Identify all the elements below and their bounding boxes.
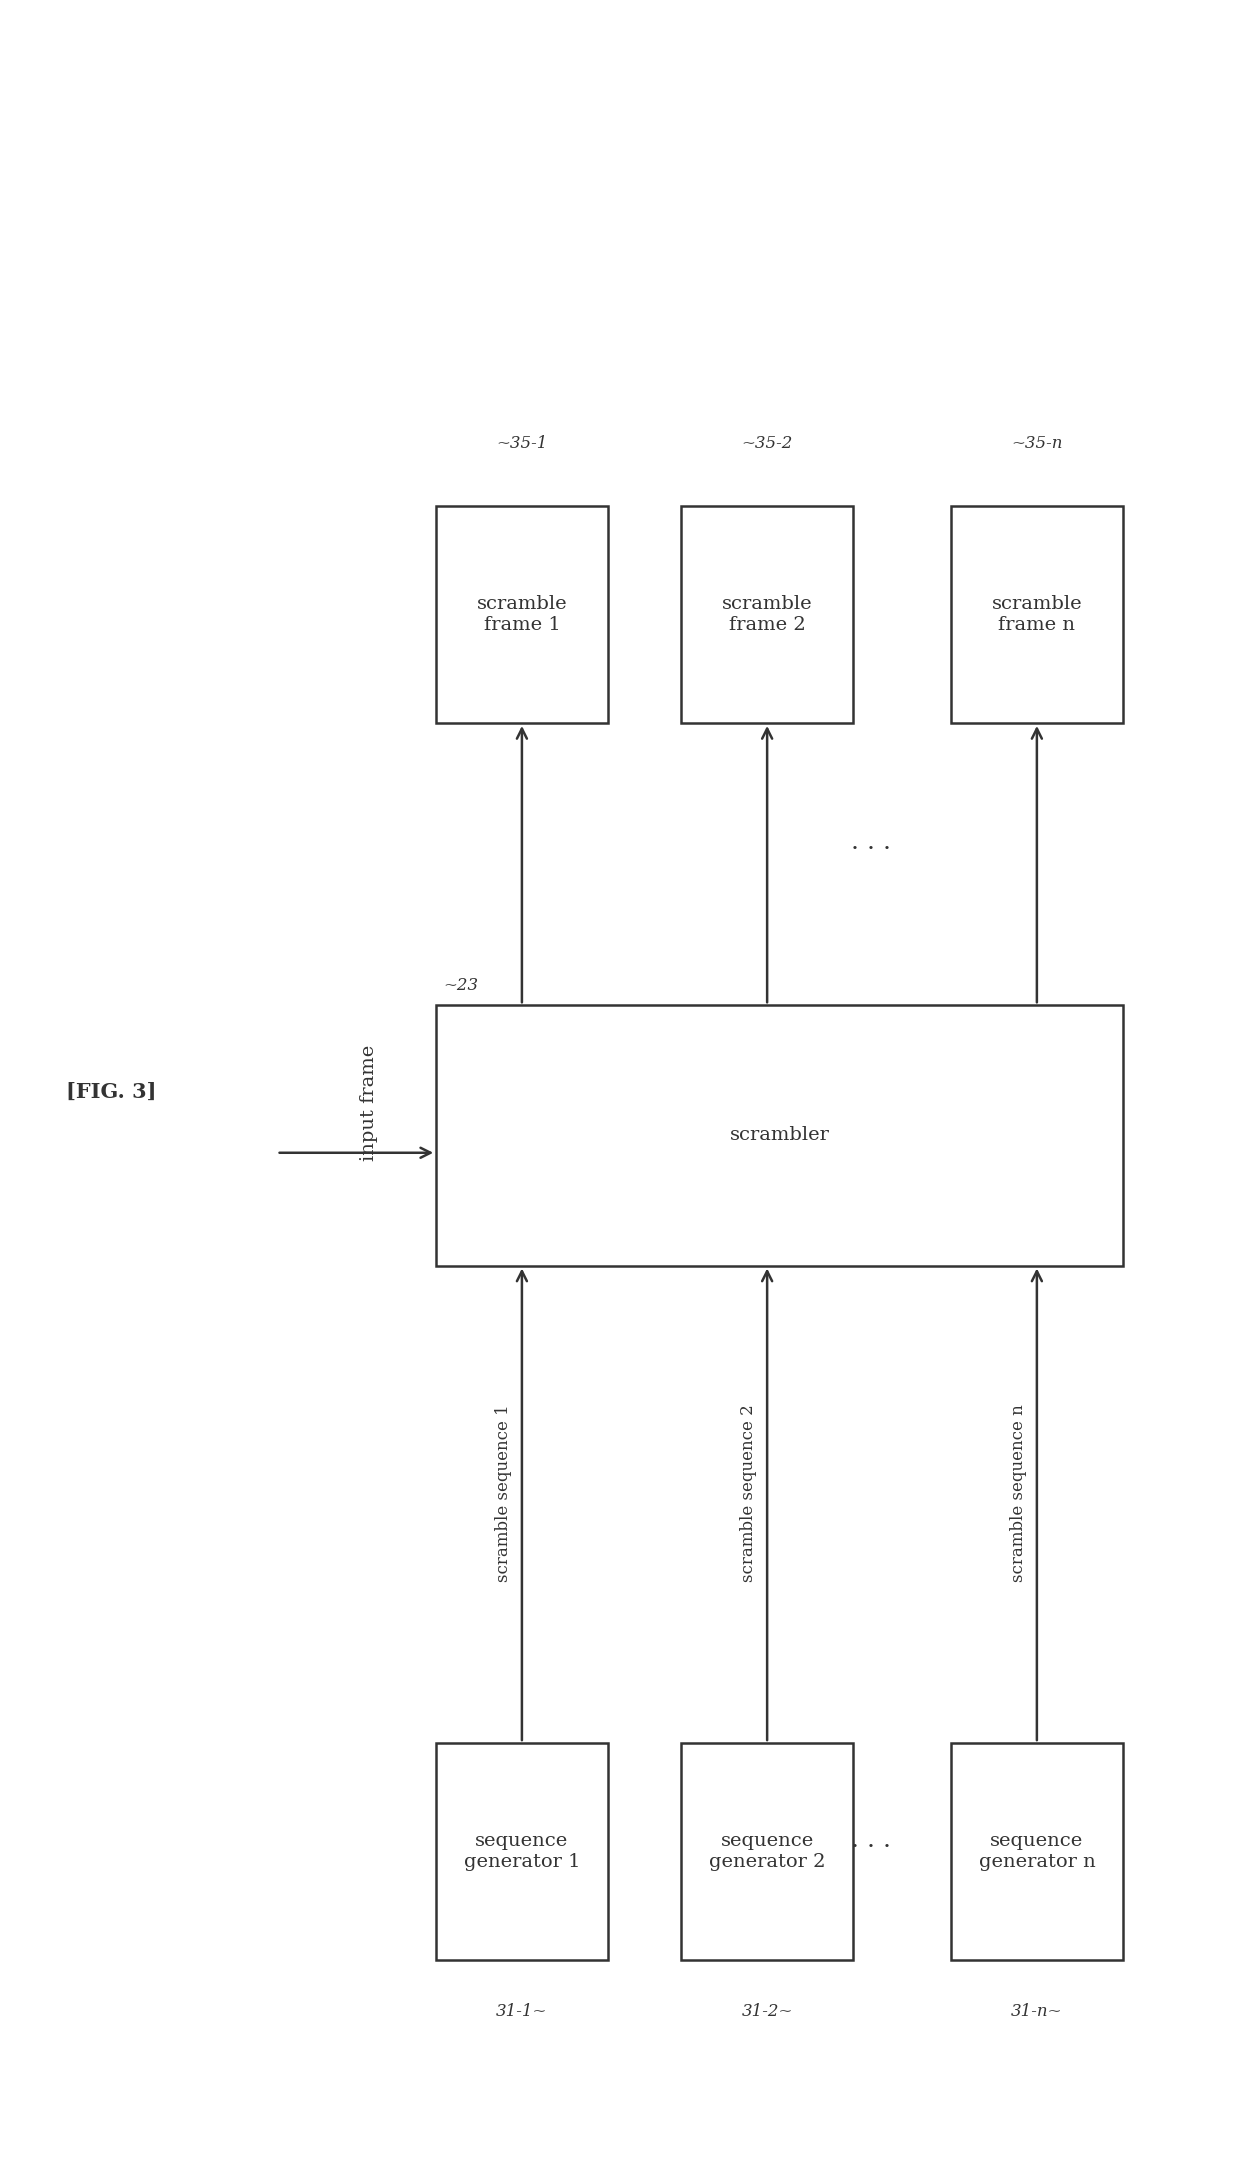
Bar [681, 507, 853, 723]
Bar [436, 1743, 608, 1959]
Text: 31-2~: 31-2~ [742, 2003, 792, 2020]
Text: 31-n~: 31-n~ [1011, 2003, 1063, 2020]
Text: scramble
frame 2: scramble frame 2 [722, 596, 812, 633]
Text: sequence
generator 2: sequence generator 2 [709, 1832, 826, 1872]
Text: sequence
generator n: sequence generator n [978, 1832, 1095, 1872]
Text: scramble
frame 1: scramble frame 1 [476, 596, 567, 633]
Bar [436, 1005, 1122, 1265]
Text: input frame: input frame [360, 1044, 378, 1162]
Text: scramble sequence n: scramble sequence n [1011, 1404, 1027, 1583]
Bar [681, 1743, 853, 1959]
Text: ~35-2: ~35-2 [742, 435, 792, 452]
Bar [951, 507, 1122, 723]
Text: 31-1~: 31-1~ [496, 2003, 548, 2020]
Text: . . .: . . . [852, 1830, 892, 1852]
Text: scramble sequence 2: scramble sequence 2 [740, 1404, 758, 1583]
Text: ~35-n: ~35-n [1011, 435, 1063, 452]
Text: scrambler: scrambler [729, 1127, 830, 1144]
Text: ~23: ~23 [444, 978, 479, 994]
Bar [951, 1743, 1122, 1959]
Text: scramble
frame n: scramble frame n [992, 596, 1083, 633]
Text: ~35-1: ~35-1 [496, 435, 548, 452]
Text: scramble sequence 1: scramble sequence 1 [495, 1404, 512, 1583]
Text: [FIG. 3]: [FIG. 3] [66, 1081, 156, 1103]
Text: . . .: . . . [852, 830, 892, 854]
Bar [436, 507, 608, 723]
Text: sequence
generator 1: sequence generator 1 [464, 1832, 580, 1872]
